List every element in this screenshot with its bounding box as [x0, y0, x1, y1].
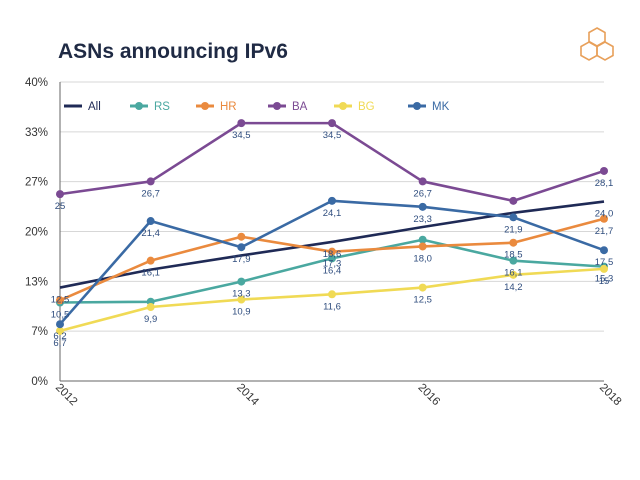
data-point	[418, 177, 427, 186]
series-lines	[56, 119, 608, 335]
data-label: 15,3	[595, 274, 614, 285]
y-tick-label: 7%	[31, 326, 48, 338]
data-point	[56, 296, 64, 305]
legend-marker	[273, 102, 281, 110]
data-point	[237, 243, 246, 252]
data-point	[509, 270, 518, 279]
data-point	[237, 232, 246, 241]
data-label: 21,4	[141, 228, 160, 239]
legend-marker	[339, 102, 347, 110]
data-point	[509, 256, 518, 265]
legend-entry: RS	[154, 101, 170, 113]
x-tick-label: 2014	[234, 382, 261, 409]
data-labels: 12,5 18,6 24,0 10,5 13,3 16,4 16,1 15,3 16,1 17,3…	[51, 130, 614, 349]
data-label: 6,7	[53, 338, 66, 349]
data-label: 16,1	[504, 268, 523, 279]
data-label: 25	[55, 201, 66, 212]
data-point	[600, 166, 608, 175]
y-tick-label: 13%	[25, 276, 48, 288]
data-point	[509, 196, 518, 205]
data-label: 23,3	[413, 214, 432, 225]
data-label: 10,5	[51, 310, 70, 321]
series-line-all	[59, 200, 605, 289]
data-point	[509, 213, 518, 222]
data-point	[418, 242, 427, 251]
legend-entry: MK	[432, 101, 450, 113]
data-label: 14,2	[504, 282, 523, 293]
legend-entry: BA	[292, 101, 308, 113]
data-point	[56, 190, 64, 199]
data-point	[328, 247, 336, 256]
data-point	[237, 119, 246, 128]
data-label: 16,1	[141, 268, 160, 279]
data-label: 11,6	[323, 301, 341, 312]
y-tick-label: 40%	[25, 77, 48, 89]
y-tick-label: 27%	[25, 177, 48, 189]
x-tick-label: 2018	[597, 382, 624, 409]
data-point	[509, 238, 518, 247]
data-point	[237, 295, 246, 304]
data-point	[328, 196, 336, 205]
data-point	[600, 246, 608, 255]
data-label: 16,4	[323, 265, 342, 276]
logo-hexagons	[580, 27, 614, 61]
data-point	[328, 119, 336, 128]
data-label: 34,5	[323, 130, 342, 141]
data-label: 18,5	[504, 250, 523, 261]
data-point	[600, 264, 608, 273]
data-label: 24,1	[323, 208, 342, 219]
data-point	[418, 235, 427, 244]
data-label: 13,3	[232, 289, 251, 300]
chart-title: ASNs announcing IPv6	[58, 40, 288, 63]
data-label: 26,7	[413, 188, 432, 199]
x-tick-label: 2012	[53, 382, 80, 409]
x-tick-label: 2016	[415, 382, 442, 409]
data-label: 24,0	[595, 209, 614, 220]
x-axis: 2012 2014 2016 2018	[53, 382, 624, 409]
data-label: 9,9	[144, 314, 157, 325]
legend-marker	[201, 102, 209, 110]
data-point	[146, 256, 155, 265]
data-label: 34,5	[232, 130, 251, 141]
data-point	[418, 202, 427, 211]
data-label: 12,5	[51, 295, 70, 306]
legend: All RS HR BA BG MK	[64, 101, 450, 113]
data-label: 12,5	[413, 295, 432, 306]
data-point	[56, 326, 64, 335]
y-tick-label: 20%	[25, 227, 48, 239]
hexagon-cluster-icon	[580, 27, 614, 61]
data-point	[418, 283, 427, 292]
y-tick-label: 0%	[31, 376, 48, 388]
data-label: 28,1	[595, 178, 614, 189]
y-tick-label: 33%	[25, 127, 48, 139]
data-point	[328, 254, 336, 263]
data-label: 17,9	[232, 254, 251, 265]
data-point	[237, 277, 246, 286]
legend-entry: BG	[358, 101, 375, 113]
data-label: 15	[599, 276, 610, 287]
legend-entry: HR	[220, 101, 237, 113]
data-point	[56, 320, 64, 329]
y-axis: 0% 7% 13% 20% 27% 33% 40%	[25, 77, 604, 388]
data-label: 10,9	[232, 307, 251, 318]
legend-entry: All	[88, 101, 101, 113]
data-label: 18,6	[323, 249, 342, 260]
data-label: 18,0	[413, 253, 432, 264]
data-point	[146, 177, 155, 186]
data-label: 21,9	[504, 224, 523, 235]
legend-marker	[135, 102, 143, 110]
data-label: 17,3	[323, 259, 342, 270]
data-point	[146, 302, 155, 311]
data-point	[600, 214, 608, 223]
data-point	[328, 290, 336, 299]
legend-marker	[413, 102, 421, 110]
data-label: 17,5	[595, 257, 614, 268]
data-label: 26,7	[141, 188, 160, 199]
data-label: 21,7	[595, 226, 614, 237]
data-point	[146, 217, 155, 226]
data-label: 6,2	[53, 331, 66, 342]
